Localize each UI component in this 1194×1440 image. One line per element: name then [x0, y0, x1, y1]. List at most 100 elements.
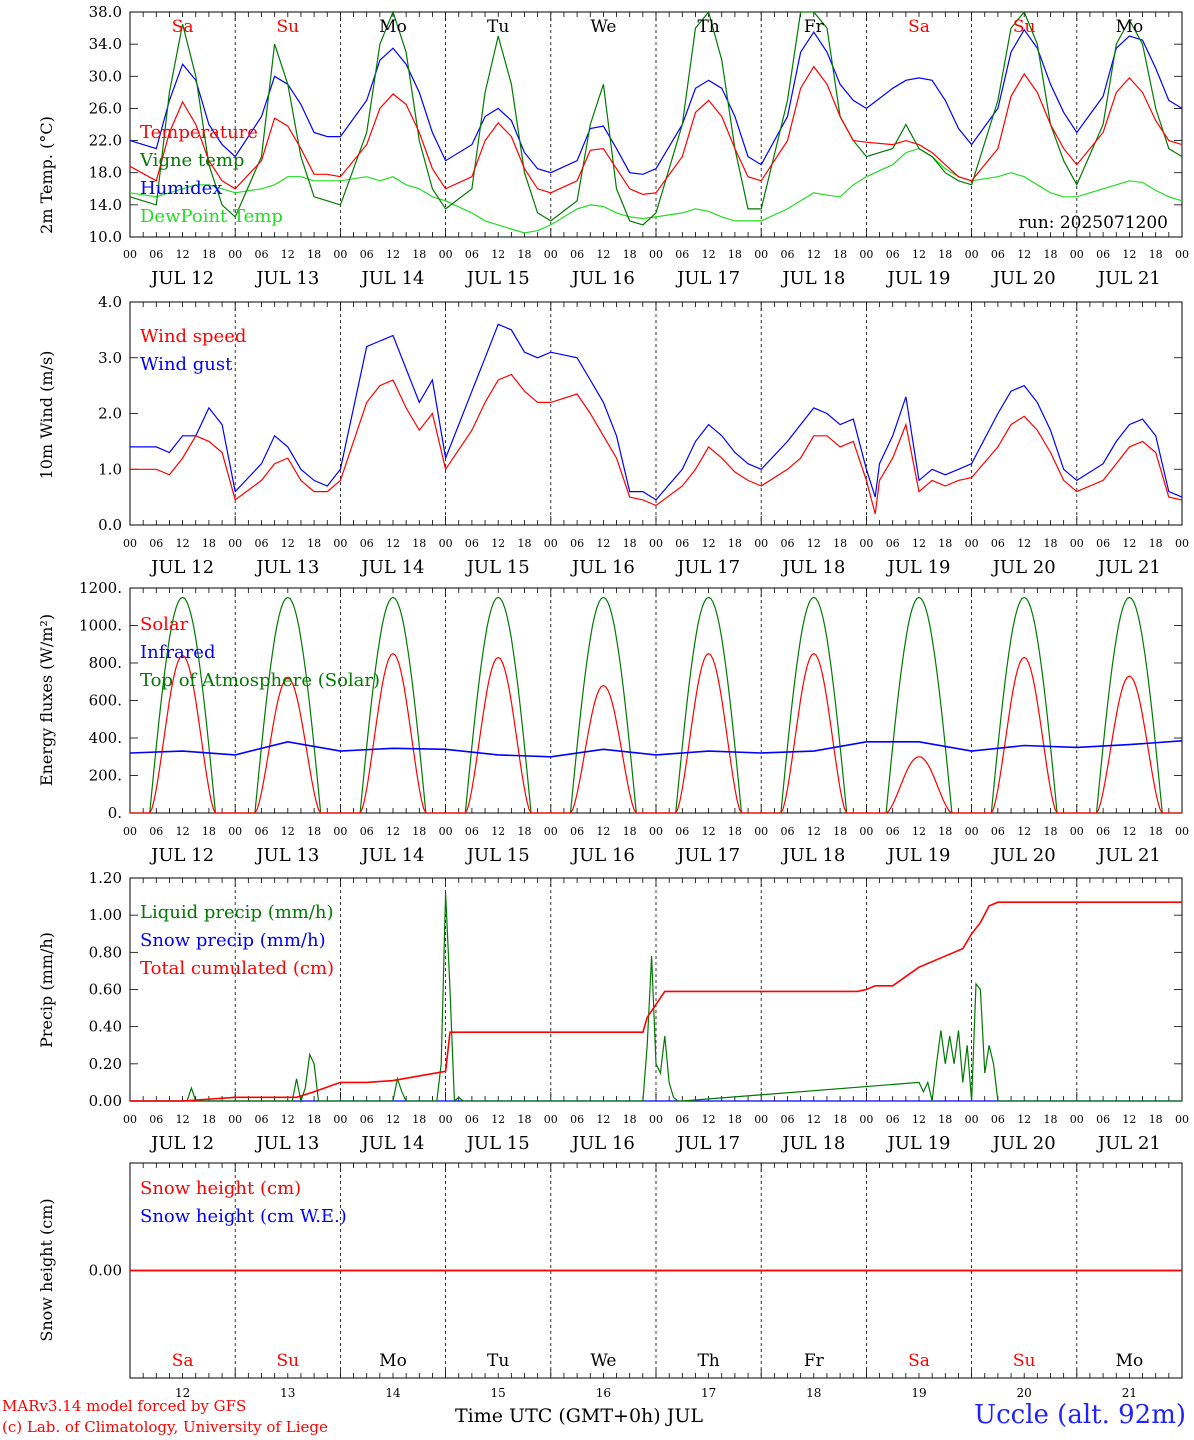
- hour-tick-label: 18: [1044, 1113, 1058, 1126]
- weekday-label: Mo: [1116, 17, 1144, 37]
- hour-tick-label: 18: [728, 248, 742, 261]
- energy-ytick-label: 400.: [89, 729, 122, 747]
- day-label: JUL 16: [570, 268, 635, 289]
- temp-ytick-label: 14.0: [89, 196, 122, 214]
- wind-legend-entry: Wind speed: [140, 326, 246, 347]
- wind-ytick-label: 2.0: [98, 405, 122, 423]
- hour-tick-label: 06: [991, 825, 1005, 838]
- hour-tick-label: 06: [465, 1113, 479, 1126]
- hour-tick-label: 18: [623, 1113, 637, 1126]
- snow-panel: 0.00 Snow height (cm) Sa Su Mo Tu We Th Fr Sa Su Mo: [37, 1162, 1183, 1379]
- temp-ytick-label: 22.0: [89, 132, 122, 150]
- hour-tick-label: 12: [1122, 825, 1136, 838]
- wind-ytick-label: 3.0: [98, 349, 122, 367]
- precip-legend: Liquid precip (mm/h) Snow precip (mm/h) To…: [140, 902, 334, 979]
- hour-tick-label: 18: [833, 825, 847, 838]
- hour-tick-label: 18: [412, 248, 426, 261]
- hour-tick-label: 12: [386, 537, 400, 550]
- hour-tick-label: 18: [1149, 537, 1163, 550]
- hour-tick-label: 18: [1149, 248, 1163, 261]
- energy-legend-entry: Top of Atmosphere (Solar): [140, 670, 380, 691]
- temp-series-line: [129, 28, 1183, 175]
- temp-ytick-label: 34.0: [89, 35, 122, 53]
- hour-tick-labels: 00 06 12 18 00 06 12 18 00 06 12 18 00 06 12 18 00 06 12 18…: [123, 1113, 1189, 1126]
- hour-tick-label: 18: [518, 1113, 532, 1126]
- day-number-label: 14: [385, 1386, 401, 1400]
- wind-panel: 0.0 1.0 2.0 3.0 4.0 10m Wind (m/s): [37, 293, 1183, 534]
- day-label: JUL 20: [991, 557, 1056, 578]
- model-credit: MARv3.14 model forced by GFS: [2, 1397, 247, 1415]
- hour-tick-label: 00: [228, 248, 242, 261]
- temp-ylabel: 2m Temp. (°C): [37, 116, 56, 234]
- day-number-label: 21: [1122, 1386, 1137, 1400]
- wind-ytick-label: 0.0: [98, 516, 122, 534]
- hour-tick-label: 06: [255, 537, 269, 550]
- hour-tick-label: 18: [938, 1113, 952, 1126]
- hour-tick-label: 00: [544, 537, 558, 550]
- day-labels: JUL 12 JUL 13 JUL 14 JUL 15 JUL 16 JUL 17 JUL …: [149, 268, 1161, 289]
- hour-tick-label: 06: [360, 825, 374, 838]
- hour-tick-label: 12: [386, 825, 400, 838]
- day-label: JUL 14: [360, 268, 425, 289]
- hour-tick-label: 00: [1175, 1113, 1189, 1126]
- temp-legend-entry: DewPoint Temp: [140, 206, 283, 227]
- hour-tick-label: 00: [123, 1113, 137, 1126]
- hour-tick-label: 00: [333, 248, 347, 261]
- bottom-weekday-label: Fr: [804, 1351, 825, 1371]
- hour-tick-label: 00: [333, 537, 347, 550]
- precip-legend-entry: Total cumulated (cm): [140, 958, 334, 979]
- hour-tick-label: 12: [1122, 1113, 1136, 1126]
- hour-tick-label: 12: [1017, 248, 1031, 261]
- hour-tick-label: 00: [123, 248, 137, 261]
- bottom-weekday-label: Mo: [1116, 1351, 1144, 1371]
- day-label: JUL 21: [1096, 268, 1161, 289]
- hour-tick-label: 18: [1149, 825, 1163, 838]
- precip-ylabel: Precip (mm/h): [37, 932, 56, 1048]
- hour-tick-label: 00: [228, 1113, 242, 1126]
- hour-tick-label: 12: [807, 537, 821, 550]
- hour-tick-label: 12: [176, 248, 190, 261]
- energy-ytick-label: 1000.: [79, 617, 122, 635]
- hour-tick-label: 12: [912, 248, 926, 261]
- hour-tick-label: 06: [360, 1113, 374, 1126]
- hour-tick-label: 00: [1070, 825, 1084, 838]
- hour-tick-label: 18: [1044, 248, 1058, 261]
- hour-tick-label: 18: [1044, 825, 1058, 838]
- day-label: JUL 14: [360, 845, 425, 866]
- hour-tick-label: 06: [781, 1113, 795, 1126]
- bottom-weekday-label: We: [590, 1351, 616, 1371]
- energy-ytick-label: 800.: [89, 654, 122, 672]
- day-label: JUL 19: [886, 557, 951, 578]
- hour-tick-label: 06: [570, 537, 584, 550]
- hour-tick-label: 12: [807, 1113, 821, 1126]
- day-label: JUL 15: [465, 845, 530, 866]
- hour-tick-labels: 00 06 12 18 00 06 12 18 00 06 12 18 00 06 12 18 00 06 12 18…: [123, 248, 1189, 261]
- energy-legend: Solar Infrared Top of Atmosphere (Solar): [140, 614, 380, 691]
- day-number-label: 18: [806, 1386, 821, 1400]
- day-label: JUL 20: [991, 1133, 1056, 1154]
- precip-ytick-label: 0.00: [89, 1092, 122, 1110]
- hour-tick-label: 18: [833, 248, 847, 261]
- day-label: JUL 20: [991, 845, 1056, 866]
- day-label: JUL 18: [780, 1133, 845, 1154]
- weekday-label: Sa: [172, 17, 194, 37]
- weekday-label: Su: [276, 17, 299, 37]
- weekday-label: Tu: [487, 17, 509, 37]
- hour-tick-label: 18: [202, 248, 216, 261]
- hour-tick-label: 00: [754, 537, 768, 550]
- hour-tick-label: 06: [886, 825, 900, 838]
- hour-tick-label: 12: [1122, 248, 1136, 261]
- temp-ytick-label: 26.0: [89, 99, 122, 117]
- wind-ylabel: 10m Wind (m/s): [37, 351, 56, 480]
- hour-tick-label: 06: [570, 248, 584, 261]
- hour-tick-label: 12: [1017, 1113, 1031, 1126]
- day-label: JUL 17: [675, 557, 740, 578]
- snow-ylabel: Snow height (cm): [37, 1198, 56, 1341]
- day-label: JUL 17: [675, 1133, 740, 1154]
- hour-tick-label: 18: [412, 825, 426, 838]
- bottom-weekday-label: Mo: [379, 1351, 407, 1371]
- hour-tick-label: 18: [938, 248, 952, 261]
- hour-tick-label: 00: [439, 248, 453, 261]
- hour-tick-label: 12: [491, 248, 505, 261]
- station-label: Uccle (alt. 92m): [974, 1400, 1186, 1430]
